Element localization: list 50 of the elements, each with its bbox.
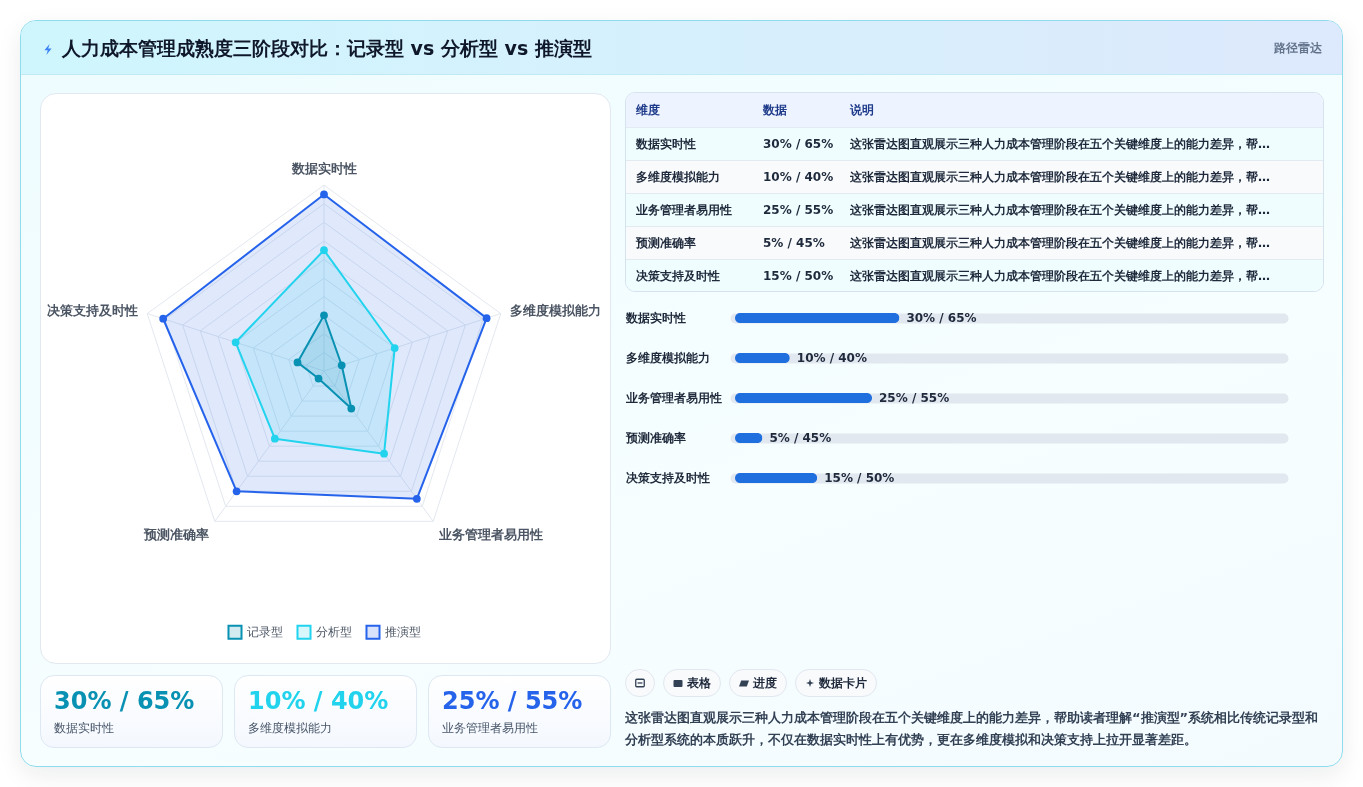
text: 25% / 55% — [763, 203, 835, 217]
spoke-label: 业务管理者易用性 — [437, 526, 543, 542]
category-label: 进度 — [753, 674, 777, 692]
bar — [735, 473, 818, 483]
legend-label: 记录型 — [247, 625, 283, 640]
text: 多维度模拟能力 — [248, 720, 332, 736]
text: 这张雷达图直观展示三种人力成本管理阶段在五个关键维度上的能力差异，帮… — [850, 267, 1271, 285]
bar — [735, 353, 790, 363]
text: 这张雷达图直观展示三种人力成本管理阶段在五个关键维度上的能力差异，帮… — [850, 135, 1271, 153]
text: 多维度模拟能力 — [636, 168, 721, 186]
data-label: 5% / 45% — [769, 431, 832, 445]
text: 30% / 65% — [763, 137, 835, 151]
spoke-label: 多维度模拟能力 — [509, 302, 601, 318]
spoke-label: 预测准确率 — [143, 526, 210, 542]
text: 业务管理者易用性 — [636, 201, 733, 219]
data-label: 15% / 50% — [824, 471, 895, 485]
text: 数据实时性 — [54, 720, 114, 736]
text: 业务管理者易用性 — [442, 720, 538, 736]
data-label: 30% / 65% — [906, 311, 977, 325]
text: 30% / 65% — [54, 686, 195, 716]
category-label: 表格 — [687, 674, 711, 692]
chart-title: 人力成本管理成熟度三阶段对比：记录型 vs 分析型 vs 推演型 — [62, 36, 592, 60]
text: 10% / 40% — [248, 686, 389, 716]
text: 25% / 55% — [442, 686, 583, 716]
data-label: 25% / 55% — [879, 391, 950, 405]
y-tick-label: 多维度模拟能力 — [625, 351, 710, 365]
legend-label: 推演型 — [385, 625, 421, 640]
text: 决策支持及时性 — [636, 267, 721, 285]
y-tick-label: 预测准确率 — [624, 431, 686, 445]
y-tick-label: 决策支持及时性 — [625, 471, 710, 485]
text: 10% / 40% — [763, 170, 835, 184]
bar — [735, 313, 900, 323]
bar — [735, 393, 872, 403]
text: 说明 — [850, 101, 875, 119]
text: 这张雷达图直观展示三种人力成本管理阶段在五个关键维度上的能力差异，帮… — [850, 201, 1271, 219]
y-tick-label: 业务管理者易用性 — [624, 391, 722, 405]
text: 这张雷达图直观展示三种人力成本管理阶段在五个关键维度上的能力差异，帮助读者理解“推演型”系统相比传统记录型和分析型系统的本质跃升，不仅在数据实时性上有优势，更在多维度模拟和决策支持上拉开显著差距。 — [625, 709, 1320, 749]
text: 维度 — [636, 101, 661, 119]
y-tick-label: 数据实时性 — [624, 311, 686, 325]
text: 路径雷达 — [1274, 40, 1322, 56]
text: 这张雷达图直观展示三种人力成本管理阶段在五个关键维度上的能力差异，帮… — [850, 234, 1271, 252]
text: 这张雷达图直观展示三种人力成本管理阶段在五个关键维度上的能力差异，帮… — [850, 168, 1271, 186]
text: 5% / 45% — [763, 236, 826, 250]
category-label: 数据卡片 — [819, 674, 867, 692]
spoke-label: 数据实时性 — [290, 160, 357, 176]
data-label: 10% / 40% — [796, 351, 867, 365]
spoke-label: 决策支持及时性 — [47, 302, 139, 318]
text: 15% / 50% — [763, 269, 835, 283]
legend-label: 分析型 — [316, 625, 352, 640]
text: 数据 — [763, 101, 788, 119]
